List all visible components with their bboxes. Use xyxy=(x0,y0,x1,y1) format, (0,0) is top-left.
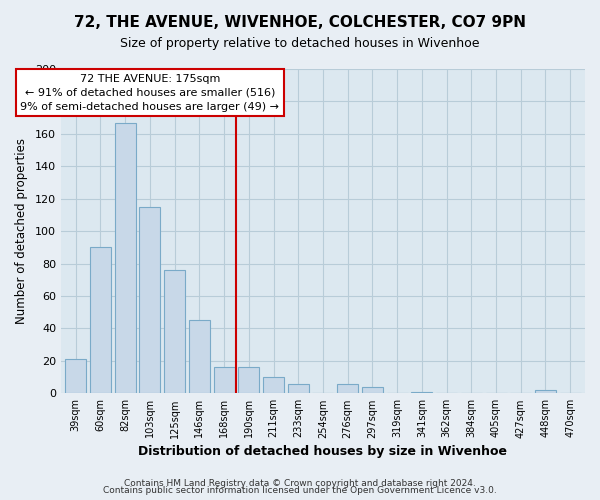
Text: 72, THE AVENUE, WIVENHOE, COLCHESTER, CO7 9PN: 72, THE AVENUE, WIVENHOE, COLCHESTER, CO… xyxy=(74,15,526,30)
Y-axis label: Number of detached properties: Number of detached properties xyxy=(15,138,28,324)
Bar xyxy=(362,387,383,394)
Text: Contains public sector information licensed under the Open Government Licence v3: Contains public sector information licen… xyxy=(103,486,497,495)
Bar xyxy=(65,360,86,394)
X-axis label: Distribution of detached houses by size in Wivenhoe: Distribution of detached houses by size … xyxy=(139,444,508,458)
Bar xyxy=(535,390,556,394)
Bar xyxy=(263,377,284,394)
Bar xyxy=(214,368,235,394)
Bar xyxy=(189,320,210,394)
Bar xyxy=(337,384,358,394)
Text: Contains HM Land Registry data © Crown copyright and database right 2024.: Contains HM Land Registry data © Crown c… xyxy=(124,478,476,488)
Bar xyxy=(412,392,433,394)
Text: 72 THE AVENUE: 175sqm
← 91% of detached houses are smaller (516)
9% of semi-deta: 72 THE AVENUE: 175sqm ← 91% of detached … xyxy=(20,74,280,112)
Bar xyxy=(139,207,160,394)
Bar xyxy=(164,270,185,394)
Bar xyxy=(288,384,309,394)
Bar xyxy=(238,368,259,394)
Bar xyxy=(115,122,136,394)
Bar xyxy=(90,248,111,394)
Text: Size of property relative to detached houses in Wivenhoe: Size of property relative to detached ho… xyxy=(120,38,480,51)
